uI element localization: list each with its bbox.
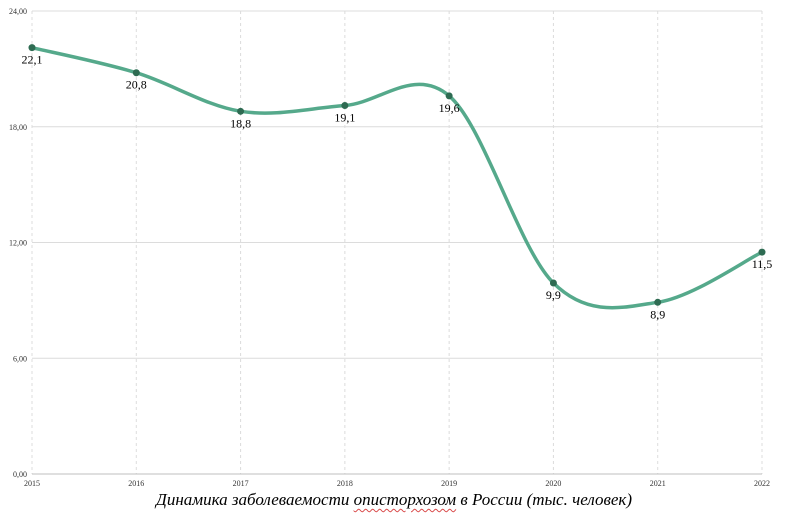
data-point (549, 279, 557, 287)
data-label: 22,1 (22, 53, 43, 67)
x-tick-label: 2017 (233, 479, 249, 488)
x-tick-label: 2021 (650, 479, 666, 488)
y-tick-label: 0,00 (13, 470, 27, 479)
data-point (237, 107, 245, 115)
data-point (445, 92, 453, 100)
data-label: 20,8 (126, 78, 147, 92)
data-point (758, 248, 766, 256)
caption-text-before: Динамика заболеваемости (156, 490, 354, 509)
y-tick-label: 18,00 (9, 123, 27, 132)
data-point (28, 44, 36, 52)
y-tick-label: 6,00 (13, 354, 27, 363)
data-point (132, 69, 140, 77)
grid (31, 10, 763, 474)
series-line-path (30, 45, 764, 310)
data-label: 18,8 (230, 116, 251, 130)
chart-caption: Динамика заболеваемости описторхозом в Р… (0, 490, 788, 510)
data-markers (28, 44, 766, 306)
y-tick-label: 12,00 (9, 239, 27, 248)
axes: 0,00 6,00 12,00 18,00 24,00 2015 2016 2017 2018 2… (9, 7, 770, 488)
line-chart: 0,00 6,00 12,00 18,00 24,00 2015 2016 2017 2018 2… (9, 7, 773, 488)
x-tick-label: 2019 (441, 479, 457, 488)
data-label: 19,1 (334, 111, 355, 125)
x-tick-label: 2015 (24, 479, 40, 488)
x-tick-label: 2016 (128, 479, 144, 488)
data-point (341, 102, 349, 110)
data-label: 19,6 (439, 101, 460, 115)
data-point (654, 298, 662, 306)
x-tick-label: 2022 (754, 479, 770, 488)
y-tick-label: 24,00 (9, 7, 27, 16)
x-tick-label: 2018 (337, 479, 353, 488)
data-labels: 22,1 20,8 18,8 19,1 19,6 9,9 8,9 11,5 (22, 53, 773, 322)
data-label: 8,9 (650, 307, 665, 321)
x-tick-label: 2020 (545, 479, 561, 488)
series-line (30, 45, 764, 310)
caption-text-marked: описторхозом (353, 490, 457, 509)
data-label: 9,9 (546, 288, 561, 302)
data-label: 11,5 (752, 257, 773, 271)
caption-text-after: в России (тыс. человек) (456, 490, 632, 509)
